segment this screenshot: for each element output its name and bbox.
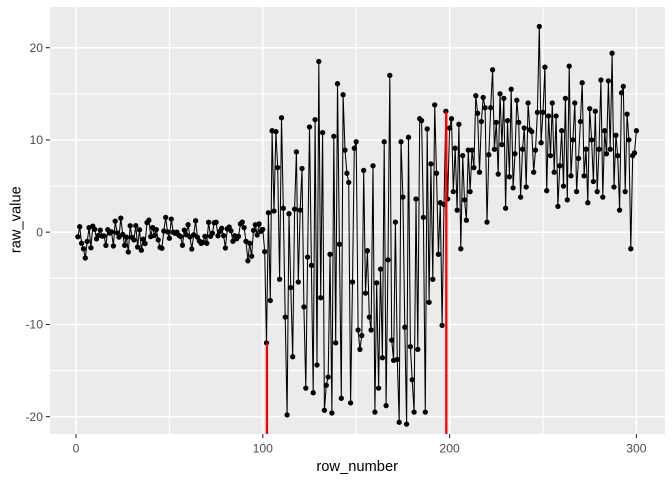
svg-text:0: 0 xyxy=(36,225,43,239)
svg-text:100: 100 xyxy=(253,442,274,456)
svg-text:10: 10 xyxy=(29,133,43,147)
svg-text:raw_value: raw_value xyxy=(9,186,25,253)
svg-text:300: 300 xyxy=(626,442,647,456)
svg-text:20: 20 xyxy=(29,41,43,55)
svg-text:0: 0 xyxy=(73,442,80,456)
svg-text:-10: -10 xyxy=(25,318,43,332)
svg-text:row_number: row_number xyxy=(316,459,398,475)
svg-text:200: 200 xyxy=(439,442,460,456)
svg-text:-20: -20 xyxy=(25,410,43,424)
